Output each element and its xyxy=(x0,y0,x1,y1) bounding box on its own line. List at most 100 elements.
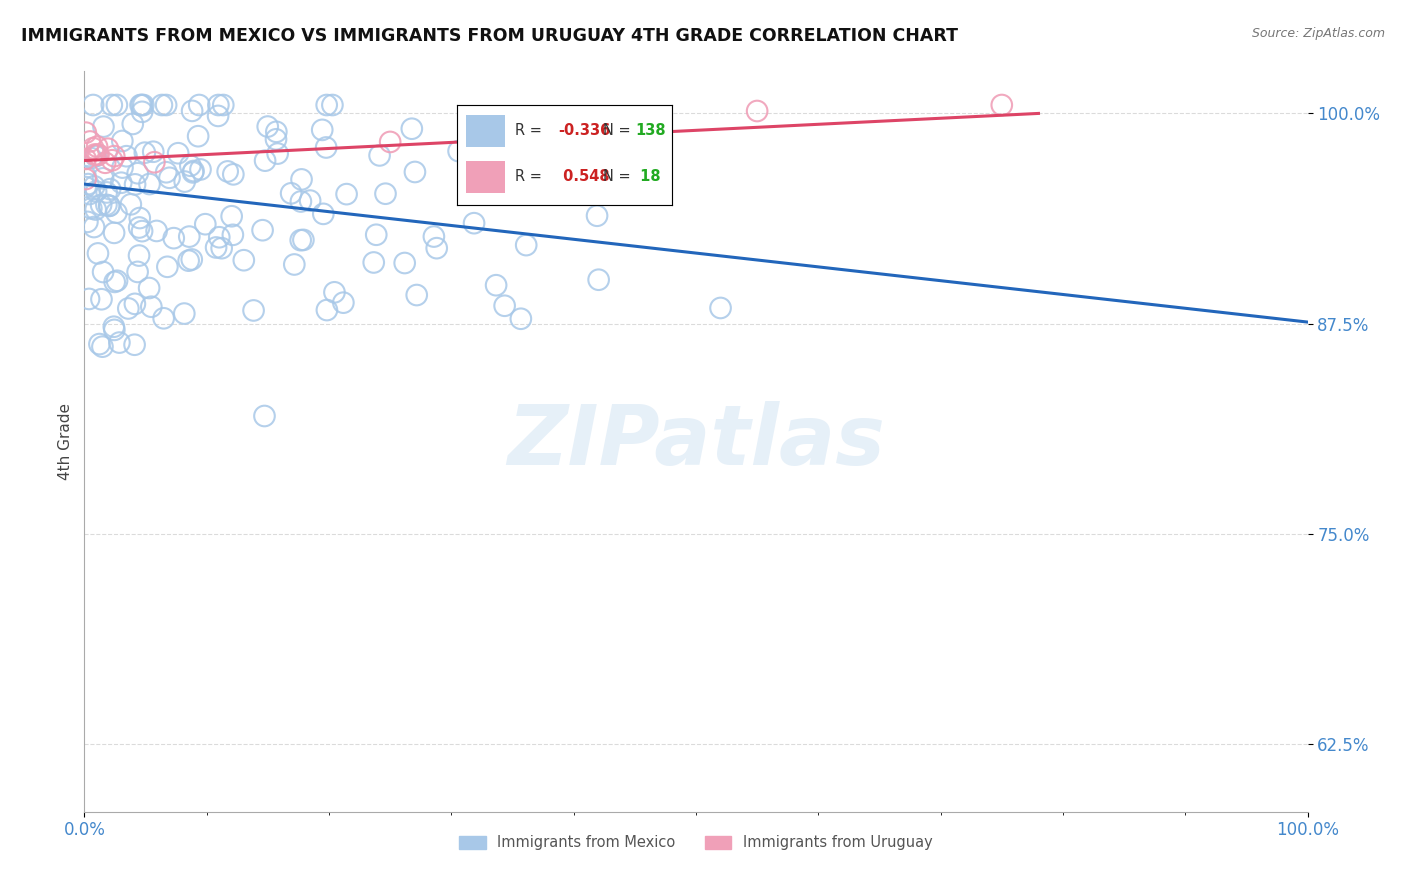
Point xyxy=(79,187,101,202)
Point xyxy=(747,103,769,118)
Point xyxy=(290,172,312,186)
Point xyxy=(485,278,508,293)
Point xyxy=(181,103,204,118)
Text: IMMIGRANTS FROM MEXICO VS IMMIGRANTS FROM URUGUAY 4TH GRADE CORRELATION CHART: IMMIGRANTS FROM MEXICO VS IMMIGRANTS FRO… xyxy=(21,27,957,45)
Point xyxy=(94,155,117,169)
Point xyxy=(138,177,160,191)
Point xyxy=(89,337,111,351)
Point xyxy=(290,233,312,247)
Point xyxy=(194,217,217,231)
Point xyxy=(588,273,610,287)
Point xyxy=(115,149,138,163)
Point xyxy=(120,197,142,211)
Point xyxy=(208,230,231,244)
Point xyxy=(180,252,202,267)
Point xyxy=(83,179,105,194)
Point xyxy=(104,275,127,289)
Point xyxy=(127,265,149,279)
Point xyxy=(336,187,359,202)
Point xyxy=(84,202,107,217)
Point xyxy=(96,186,118,200)
Point xyxy=(128,249,150,263)
Point xyxy=(105,98,128,112)
Point xyxy=(111,134,134,148)
Point xyxy=(103,323,125,337)
Point xyxy=(404,165,426,179)
Point xyxy=(111,161,134,175)
Point xyxy=(80,202,103,216)
Point xyxy=(87,246,110,260)
Point xyxy=(173,307,195,321)
Point xyxy=(90,292,112,306)
Point xyxy=(254,153,277,168)
Point xyxy=(141,300,163,314)
Point xyxy=(87,147,110,161)
Point xyxy=(84,149,107,163)
Point xyxy=(374,186,396,201)
Point xyxy=(266,125,288,139)
Point xyxy=(76,215,98,229)
Point xyxy=(91,171,114,186)
Point xyxy=(97,142,120,156)
Point xyxy=(211,241,233,255)
Point xyxy=(152,311,174,326)
Point xyxy=(75,169,97,184)
Text: ZIPatlas: ZIPatlas xyxy=(508,401,884,482)
Point xyxy=(177,253,200,268)
Point xyxy=(212,98,235,112)
Point xyxy=(80,151,103,165)
Point xyxy=(82,141,104,155)
Point xyxy=(150,98,173,112)
Point xyxy=(179,229,201,244)
Point xyxy=(155,165,177,179)
Point xyxy=(290,194,312,209)
Point xyxy=(101,153,124,168)
Point xyxy=(463,216,485,230)
Point xyxy=(283,258,305,272)
Point xyxy=(96,198,118,212)
Point xyxy=(183,164,205,178)
Point xyxy=(138,281,160,295)
Point xyxy=(366,227,388,242)
Point xyxy=(515,238,537,252)
Point xyxy=(103,319,125,334)
Point xyxy=(173,175,195,189)
Point xyxy=(586,209,609,223)
Point xyxy=(205,240,228,254)
Point xyxy=(75,172,97,186)
Point xyxy=(509,311,531,326)
Point xyxy=(222,227,245,242)
Point xyxy=(299,194,322,208)
Point xyxy=(222,167,245,181)
Point xyxy=(207,109,229,123)
Point xyxy=(86,139,108,153)
Point xyxy=(145,224,167,238)
Point xyxy=(368,148,391,162)
Point xyxy=(447,144,470,158)
Point xyxy=(75,126,97,140)
Point xyxy=(131,98,153,112)
Point xyxy=(98,199,121,213)
Point xyxy=(494,299,516,313)
Point xyxy=(423,229,446,244)
Point xyxy=(188,98,211,112)
Point xyxy=(75,152,97,166)
Point xyxy=(159,170,181,185)
Point xyxy=(312,207,335,221)
Point xyxy=(266,146,288,161)
Point xyxy=(380,135,402,149)
Point xyxy=(179,159,201,173)
Point xyxy=(98,182,121,196)
Point xyxy=(321,98,343,112)
Point xyxy=(253,409,276,423)
Point xyxy=(103,149,125,163)
Point xyxy=(105,205,128,219)
Point xyxy=(232,253,254,268)
Point xyxy=(991,98,1014,112)
Point xyxy=(221,209,243,223)
Y-axis label: 4th Grade: 4th Grade xyxy=(58,403,73,480)
Point xyxy=(292,233,315,247)
Point xyxy=(426,241,449,255)
Point xyxy=(134,145,156,160)
Point xyxy=(187,129,209,144)
